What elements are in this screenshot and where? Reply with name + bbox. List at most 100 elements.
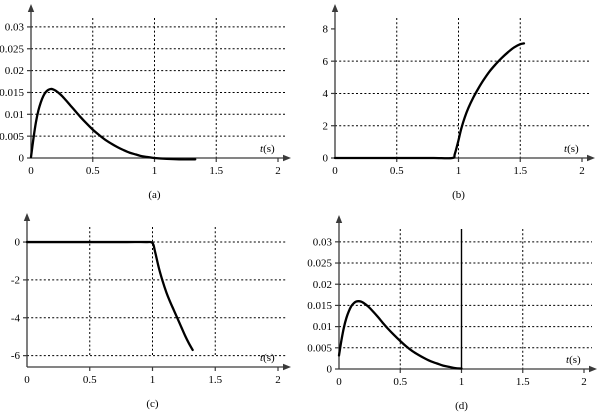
subplot-caption: (d) — [455, 400, 468, 412]
subplot-b: 0 2 4 6 8 0 0.5 1 1.5 2 t(s) (b) — [304, 0, 608, 206]
data-curve — [29, 87, 197, 161]
y-tick-label: 0.005 — [0, 131, 25, 143]
subplot-a-canvas: 0 0.005 0.01 0.015 0.02 0.025 0.03 0 0.5 1 1.5 2t(s… — [0, 4, 291, 201]
x-axis-label: t(s) — [566, 354, 581, 366]
subplot-c: 0 -2 -4 -6 0 0.5 1 1.5 2 t(s) (c) — [0, 207, 304, 413]
y-tick-label: -6 — [11, 350, 21, 362]
curve-c — [25, 240, 194, 352]
axes-b — [331, 4, 595, 162]
x-tick-label: 0 — [24, 374, 30, 386]
x-axis-label-symbol: t — [566, 354, 570, 366]
x-tick-label: 0.5 — [83, 374, 97, 386]
x-axis-label: t(s) — [260, 143, 275, 155]
y-tick-label: 0.02 — [313, 279, 332, 291]
x-tick-label: 2 — [275, 374, 281, 386]
x-axis-label-unit: (s) — [567, 143, 579, 155]
x-tick-label: 2 — [275, 165, 281, 177]
y-tick-label: 0.03 — [313, 236, 333, 248]
x-tick-label: 0 — [332, 165, 338, 177]
data-curve — [333, 42, 526, 160]
y-tick-label: -2 — [11, 275, 20, 287]
subplot-caption: (c) — [146, 398, 159, 410]
x-axis-label-unit: (s) — [569, 354, 581, 366]
x-tick-label: 1 — [456, 165, 462, 177]
gridlines-d — [339, 229, 592, 370]
gridlines-c — [27, 227, 286, 357]
subplot-caption: (a) — [148, 189, 161, 201]
x-tick-label: 1.5 — [516, 376, 530, 388]
labels-c: 0-2-4-60 0.5 1 1.5 2t(s)(c) — [11, 237, 281, 410]
y-tick-label: 0.015 — [307, 300, 332, 312]
y-tick-label: 0 — [327, 364, 333, 376]
ticks-d — [335, 241, 585, 373]
y-tick-label: 0.03 — [5, 22, 25, 34]
axes-d — [335, 215, 597, 373]
labels-d: 0 0.005 0.01 0.015 0.02 0.025 0.03 0 0.5 1 1.5 2t(s… — [307, 236, 587, 412]
y-tick-label: 0 — [19, 153, 25, 165]
x-tick-label: 1 — [150, 374, 156, 386]
gridlines-a — [31, 18, 286, 159]
x-axis-arrowhead — [283, 154, 291, 162]
x-axis-arrowhead — [587, 154, 595, 162]
axes-c — [23, 213, 291, 371]
x-tick-label: 0.5 — [86, 165, 100, 177]
gridlines-b — [335, 18, 590, 159]
x-axis-label-symbol: t — [260, 143, 264, 155]
y-tick-label: 8 — [323, 24, 329, 36]
y-axis-arrowhead — [23, 213, 31, 221]
data-curve — [25, 240, 194, 352]
curve-a — [29, 87, 197, 161]
y-tick-label: 6 — [323, 56, 329, 68]
x-tick-label: 0.5 — [393, 376, 407, 388]
subplot-c-canvas: 0-2-4-60 0.5 1 1.5 2t(s)(c) — [11, 213, 291, 410]
ticks-a — [27, 26, 279, 162]
x-tick-label: 0 — [28, 165, 34, 177]
y-tick-label: 0.015 — [0, 87, 25, 99]
y-tick-label: 0 — [323, 153, 329, 165]
x-axis-label-unit: (s) — [263, 143, 275, 155]
y-tick-label: 0.025 — [0, 43, 25, 55]
y-tick-label: 0.01 — [5, 109, 24, 121]
y-axis-arrowhead — [331, 4, 339, 12]
axes-a — [27, 4, 291, 162]
x-tick-label: 1.5 — [208, 374, 222, 386]
subplot-a: 0 0.005 0.01 0.015 0.02 0.025 0.03 0 0.5 1 1.5 2 t(s… — [0, 0, 304, 206]
y-tick-label: 0.005 — [307, 342, 332, 354]
y-tick-label: 0 — [15, 237, 21, 249]
x-tick-label: 1 — [152, 165, 158, 177]
x-axis-arrowhead — [283, 363, 291, 371]
y-tick-label: 0.02 — [5, 65, 24, 77]
y-tick-label: 4 — [323, 88, 329, 100]
x-tick-label: 0 — [336, 376, 342, 388]
x-axis-arrowhead — [589, 365, 597, 373]
x-tick-label: 1.5 — [513, 165, 527, 177]
curve-b — [333, 42, 526, 160]
x-axis-label: t(s) — [260, 352, 275, 364]
subplot-caption: (b) — [452, 189, 465, 201]
y-axis-arrowhead — [335, 215, 343, 223]
x-tick-label: 0.5 — [390, 165, 404, 177]
labels-a: 0 0.005 0.01 0.015 0.02 0.025 0.03 0 0.5 1 1.5 2t(s… — [0, 22, 281, 201]
x-axis-label-unit: (s) — [263, 352, 275, 364]
subplot-d-canvas: 0 0.005 0.01 0.015 0.02 0.025 0.03 0 0.5 1 1.5 2t(s… — [307, 215, 597, 412]
y-axis-arrowhead — [27, 4, 35, 12]
x-axis-label-symbol: t — [564, 143, 568, 155]
x-tick-label: 2 — [579, 165, 585, 177]
subplot-d: 0 0.005 0.01 0.015 0.02 0.025 0.03 0 0.5 1 1.5 2 t(s… — [304, 207, 608, 413]
curve-d — [337, 300, 463, 370]
data-curve — [337, 300, 463, 370]
y-tick-label: 0.025 — [307, 258, 332, 270]
x-tick-label: 1.5 — [209, 165, 223, 177]
x-axis-label: t(s) — [564, 143, 579, 155]
x-tick-label: 1 — [459, 376, 465, 388]
ticks-b — [331, 28, 583, 162]
y-tick-label: 2 — [323, 120, 329, 132]
y-tick-label: 0.01 — [313, 321, 332, 333]
ticks-c — [23, 241, 279, 371]
x-axis-label-symbol: t — [260, 352, 264, 364]
y-tick-label: -4 — [11, 312, 21, 324]
x-tick-label: 2 — [581, 376, 587, 388]
